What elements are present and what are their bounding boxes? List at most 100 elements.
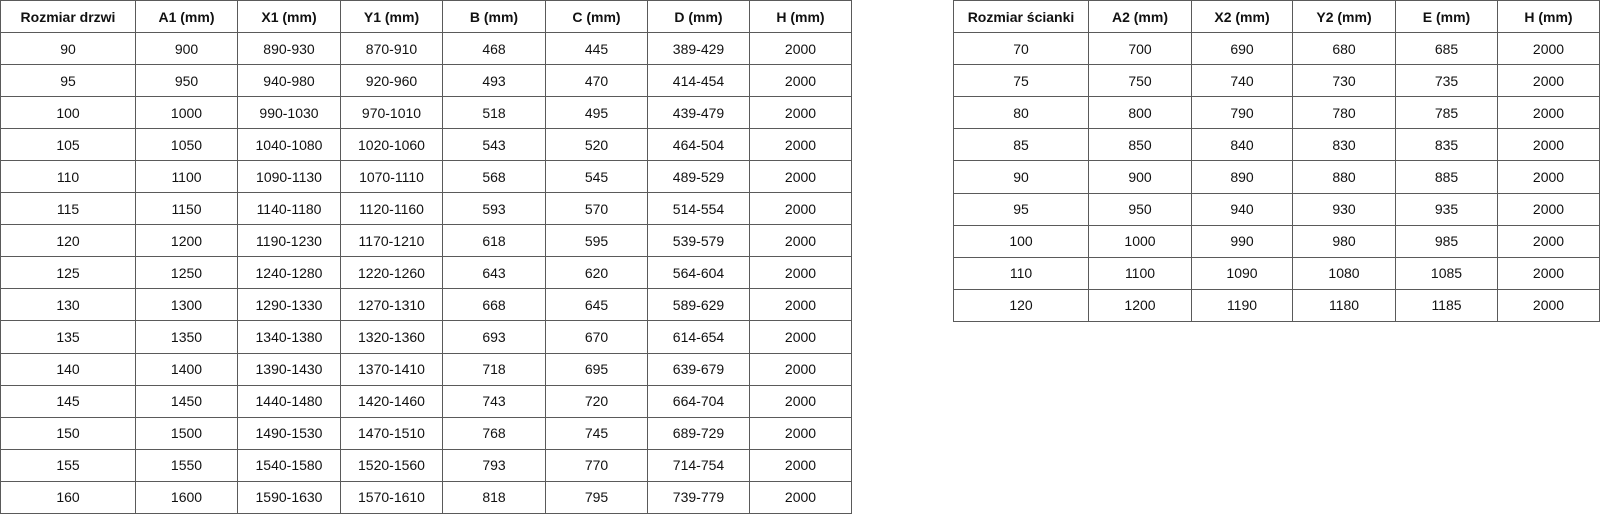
table-cell: 780: [1292, 96, 1396, 130]
table-cell: 850: [1088, 128, 1192, 162]
table-cell: 880: [1292, 160, 1396, 194]
table-row: 145 1450 1440-1480 1420-1460 743 720 664-704 20…: [0, 384, 852, 418]
column-header: B (mm): [442, 0, 546, 34]
table-row: 160 1600 1590-1630 1570-1610 818 795 739-779 20…: [0, 480, 852, 514]
table-cell: 105: [0, 128, 136, 162]
table-cell: 1100: [135, 160, 238, 194]
table-cell: 1150: [135, 192, 238, 226]
table-cell: 518: [442, 96, 546, 130]
table-cell: 445: [545, 32, 648, 66]
table-cell: 1240-1280: [237, 256, 341, 290]
table-cell: 718: [442, 352, 546, 386]
table-cell: 464-504: [647, 128, 750, 162]
door-dimensions-table: Rozmiar drzwi A1 (mm) X1 (mm) Y1 (mm) B (mm)…: [0, 0, 852, 514]
column-header: H (mm): [749, 0, 852, 34]
table-cell: 135: [0, 320, 136, 354]
table-cell: 1450: [135, 384, 238, 418]
table-cell: 100: [0, 96, 136, 130]
table-cell: 2000: [1497, 128, 1600, 162]
table-cell: 110: [953, 256, 1089, 290]
table-cell: 1370-1410: [340, 352, 443, 386]
table-cell: 1190: [1191, 288, 1293, 322]
table-cell: 1120-1160: [340, 192, 443, 226]
table-row: 125 1250 1240-1280 1220-1260 643 620 564-604 20…: [0, 256, 852, 290]
table-cell: 714-754: [647, 448, 750, 482]
table-cell: 2000: [749, 480, 852, 514]
table-cell: 80: [953, 96, 1089, 130]
table-cell: 970-1010: [340, 96, 443, 130]
table-cell: 1250: [135, 256, 238, 290]
table-cell: 730: [1292, 64, 1396, 98]
table-cell: 2000: [1497, 192, 1600, 226]
table-cell: 1070-1110: [340, 160, 443, 194]
table-cell: 950: [135, 64, 238, 98]
table-cell: 2000: [749, 96, 852, 130]
table-cell: 90: [953, 160, 1089, 194]
table-cell: 1100: [1088, 256, 1192, 290]
table-row: 110 1100 1090-1130 1070-1110 568 545 489-529 20…: [0, 160, 852, 194]
table-cell: 720: [545, 384, 648, 418]
column-header: Y2 (mm): [1292, 0, 1396, 34]
table-cell: 1340-1380: [237, 320, 341, 354]
table-row: 100 1000 990-1030 970-1010 518 495 439-479 2000: [0, 96, 852, 130]
table-row: 100 1000 990 980 985 2000: [953, 224, 1600, 258]
table-cell: 160: [0, 480, 136, 514]
table-header: Rozmiar drzwi A1 (mm) X1 (mm) Y1 (mm) B (mm)…: [0, 0, 852, 34]
table-cell: 493: [442, 64, 546, 98]
table-cell: 800: [1088, 96, 1192, 130]
table-cell: 700: [1088, 32, 1192, 66]
table-cell: 1320-1360: [340, 320, 443, 354]
table-cell: 568: [442, 160, 546, 194]
table-row: 135 1350 1340-1380 1320-1360 693 670 614-654 20…: [0, 320, 852, 354]
table-cell: 1000: [1088, 224, 1192, 258]
table-cell: 785: [1395, 96, 1498, 130]
table-row: 75 750 740 730 735 2000: [953, 64, 1600, 98]
table-cell: 2000: [749, 128, 852, 162]
table-cell: 693: [442, 320, 546, 354]
column-header: D (mm): [647, 0, 750, 34]
column-header: A2 (mm): [1088, 0, 1192, 34]
header-row: Rozmiar drzwi A1 (mm) X1 (mm) Y1 (mm) B (mm)…: [0, 0, 852, 34]
column-header: Rozmiar ścianki: [953, 0, 1089, 34]
table-cell: 1140-1180: [237, 192, 341, 226]
table-cell: 95: [953, 192, 1089, 226]
table-cell: 1300: [135, 288, 238, 322]
table-cell: 643: [442, 256, 546, 290]
table-cell: 770: [545, 448, 648, 482]
table-cell: 1090-1130: [237, 160, 341, 194]
table-cell: 495: [545, 96, 648, 130]
table-cell: 680: [1292, 32, 1396, 66]
table-cell: 2000: [1497, 256, 1600, 290]
table-cell: 830: [1292, 128, 1396, 162]
column-header: Y1 (mm): [340, 0, 443, 34]
table-cell: 685: [1395, 32, 1498, 66]
header-row: Rozmiar ścianki A2 (mm) X2 (mm) Y2 (mm) E (m…: [953, 0, 1600, 34]
table-cell: 690: [1191, 32, 1293, 66]
table-cell: 125: [0, 256, 136, 290]
table-cell: 1570-1610: [340, 480, 443, 514]
table-cell: 595: [545, 224, 648, 258]
table-cell: 2000: [749, 224, 852, 258]
table-cell: 2000: [1497, 160, 1600, 194]
table-cell: 2000: [749, 448, 852, 482]
table-cell: 155: [0, 448, 136, 482]
table-cell: 795: [545, 480, 648, 514]
table-cell: 2000: [749, 160, 852, 194]
table-row: 105 1050 1040-1080 1020-1060 543 520 464-504 20…: [0, 128, 852, 162]
table-cell: 545: [545, 160, 648, 194]
table-cell: 1000: [135, 96, 238, 130]
table-cell: 110: [0, 160, 136, 194]
table-cell: 664-704: [647, 384, 750, 418]
table-cell: 2000: [1497, 64, 1600, 98]
table-cell: 140: [0, 352, 136, 386]
table-cell: 589-629: [647, 288, 750, 322]
table-cell: 818: [442, 480, 546, 514]
column-header: E (mm): [1395, 0, 1498, 34]
table-row: 90 900 890 880 885 2000: [953, 160, 1600, 194]
table-cell: 1490-1530: [237, 416, 341, 450]
table-row: 115 1150 1140-1180 1120-1160 593 570 514-554 20…: [0, 192, 852, 226]
table-row: 140 1400 1390-1430 1370-1410 718 695 639-679 20…: [0, 352, 852, 386]
table-cell: 668: [442, 288, 546, 322]
table-cell: 1200: [1088, 288, 1192, 322]
table-cell: 2000: [749, 288, 852, 322]
